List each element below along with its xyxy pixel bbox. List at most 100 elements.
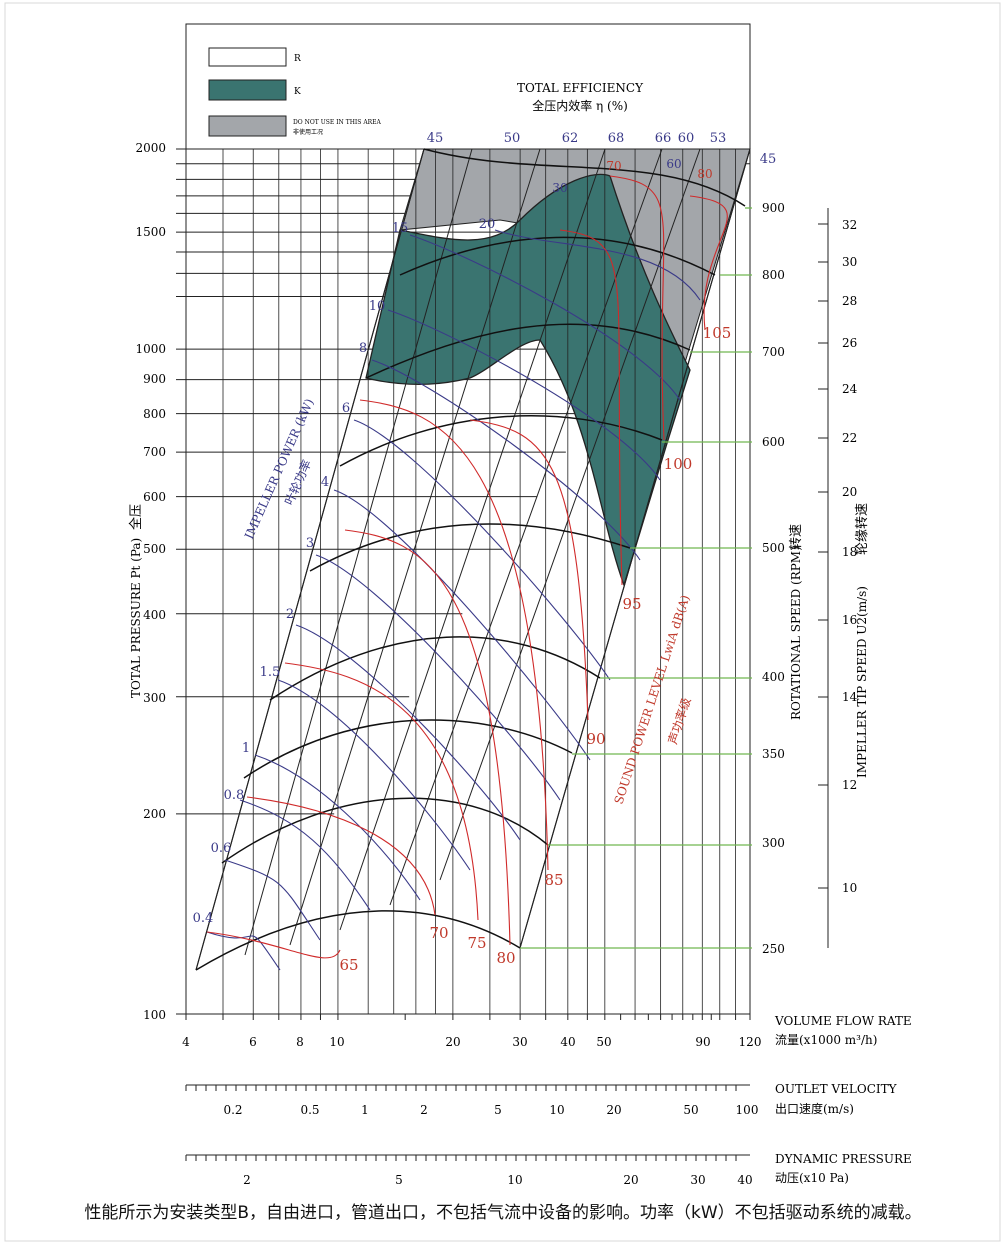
- rpm-tick-label: 900: [762, 201, 785, 215]
- y-tick-label: 100: [143, 1008, 166, 1022]
- rpm-tick-label: 350: [762, 747, 785, 761]
- velocity-axis-title-cn: 出口速度(m/s): [775, 1101, 854, 1116]
- sound-label: 80: [496, 949, 515, 967]
- rpm-axis-title-cn: 转速: [789, 524, 804, 550]
- y-tick-label: 900: [143, 372, 166, 386]
- rpm-curve: [221, 797, 549, 864]
- flow-tick-label: 40: [560, 1035, 575, 1049]
- power-curve: [254, 754, 421, 901]
- sound-curve: [344, 529, 511, 946]
- velocity-axis-title: OUTLET VELOCITY: [775, 1082, 898, 1096]
- rpm-axis-title: ROTATIONAL SPEED (RPM): [789, 546, 803, 720]
- dynamic-tick-label: 40: [737, 1173, 752, 1187]
- power-label: 1: [242, 741, 250, 756]
- rpm-leader-lines: [520, 207, 752, 949]
- legend-grey-en: DO NOT USE IN THIS AREA: [293, 119, 382, 126]
- power-curve: [206, 931, 281, 971]
- k-zone: [365, 173, 691, 588]
- velocity-tick-label: 0.2: [223, 1103, 242, 1117]
- sound-title-cn: 声功率级: [665, 696, 694, 746]
- y-tick-label: 400: [143, 608, 166, 622]
- eff-top-label: 53: [710, 131, 727, 146]
- flow-tick-label: 30: [512, 1035, 527, 1049]
- dynamic-tick-label: 30: [690, 1173, 705, 1187]
- tip-tick-label: 28: [842, 294, 857, 308]
- tip-tick-label: 18: [842, 545, 857, 559]
- legend-grey-cn: 非使用工况: [293, 128, 323, 136]
- sound-curve: [469, 419, 589, 721]
- flow-tick-label: 10: [329, 1035, 344, 1049]
- legend-grey-swatch: [208, 115, 287, 137]
- flow-tick-label: 8: [296, 1035, 304, 1049]
- rpm-tick-label: 250: [762, 942, 785, 956]
- tip-axis-title: IMPELLER TIP SPEED U2(m/s): [855, 586, 869, 778]
- rpm-curve: [243, 719, 573, 779]
- sound-label: 90: [586, 730, 605, 748]
- sound-curve: [206, 931, 341, 959]
- footnote: 性能所示为安装类型B，自由进口，管道出口，不包括气流中设备的影响。功率（kW）不…: [84, 1203, 922, 1223]
- sound-curve: [246, 796, 436, 916]
- sound-label: 100: [664, 455, 693, 473]
- sound-labels: 65 70 75 80 85 90 95 100 105: [339, 324, 731, 974]
- rpm-curve: [399, 236, 716, 276]
- eff-top-label: 50: [504, 131, 521, 146]
- velocity-axis-labels: 0.2 0.5 1 2 5 10 20 50 100: [223, 1103, 758, 1117]
- eff-inner-label: 60: [666, 157, 681, 171]
- tip-labels: 32 30 28 26 24 22 20 18 16 14 12 10: [842, 218, 858, 895]
- eff-inner-label: 80: [697, 167, 712, 181]
- flow-gridlines: [185, 148, 751, 1014]
- y-axis-labels: 100 200 300 400 500 600 700 800 900 1000…: [135, 141, 166, 1022]
- rpm-tick-label: 300: [762, 836, 785, 850]
- power-label: 4: [321, 475, 329, 490]
- dynamic-tick-label: 2: [243, 1173, 251, 1187]
- dynamic-axis-title: DYNAMIC PRESSURE: [775, 1152, 912, 1166]
- power-labels: 0.4 0.6 0.8 1 1.5 2 3 4 6 8 10 15 20: [193, 217, 496, 926]
- efficiency-title-cn: 全压内效率 η (%): [532, 98, 628, 113]
- rpm-labels: 900 800 700 600 500 400 350 300 250: [762, 201, 785, 956]
- tip-tick-label: 22: [842, 431, 857, 445]
- power-label: 0.6: [211, 841, 232, 856]
- flow-tick-label: 90: [695, 1035, 710, 1049]
- y-tick-label: 600: [143, 490, 166, 504]
- power-label: 3: [306, 536, 314, 551]
- legend-k-swatch: [208, 79, 287, 101]
- sound-curve: [359, 399, 549, 871]
- velocity-tick-label: 50: [683, 1103, 698, 1117]
- power-label: 1.5: [260, 665, 281, 680]
- flow-tick-label: 50: [596, 1035, 611, 1049]
- efficiency-line: [439, 148, 701, 881]
- y-tick-label: 500: [143, 542, 166, 556]
- y-axis-title: TOTAL PRESSURE Pt (Pa): [129, 538, 143, 698]
- sound-curves: [206, 175, 728, 959]
- efficiency-line: [289, 148, 541, 946]
- eff-top-label: 60: [678, 131, 695, 146]
- sound-curve: [689, 195, 728, 331]
- flow-tick-label: 20: [445, 1035, 460, 1049]
- sound-label: 95: [622, 595, 641, 613]
- power-curve: [387, 309, 661, 481]
- tip-tick-label: 14: [842, 690, 858, 704]
- power-curve: [409, 234, 681, 401]
- tip-axis-title-cn: 轮缘转速: [855, 503, 870, 555]
- velocity-tick-label: 10: [549, 1103, 564, 1117]
- power-curve: [353, 419, 611, 681]
- outer-frame: [4, 2, 1001, 1242]
- legend-r-label: R: [294, 54, 301, 64]
- power-curve: [333, 489, 591, 761]
- flow-tick-label: 6: [249, 1035, 257, 1049]
- power-curve: [239, 799, 371, 911]
- y-tick-label: 1500: [135, 225, 166, 239]
- tip-tick-label: 32: [842, 218, 857, 232]
- sound-curve: [284, 662, 479, 921]
- power-curve: [295, 624, 521, 841]
- tip-tick-label: 26: [842, 336, 857, 350]
- tip-tick-label: 30: [842, 255, 857, 269]
- rpm-curve: [309, 523, 631, 572]
- flow-tick-label: 120: [739, 1035, 762, 1049]
- flow-tick-label: 4: [182, 1035, 190, 1049]
- eff-inner-label: 30: [552, 181, 567, 195]
- velocity-tick-label: 100: [736, 1103, 759, 1117]
- sound-label: 105: [703, 324, 732, 342]
- dynamic-tick-label: 10: [507, 1173, 522, 1187]
